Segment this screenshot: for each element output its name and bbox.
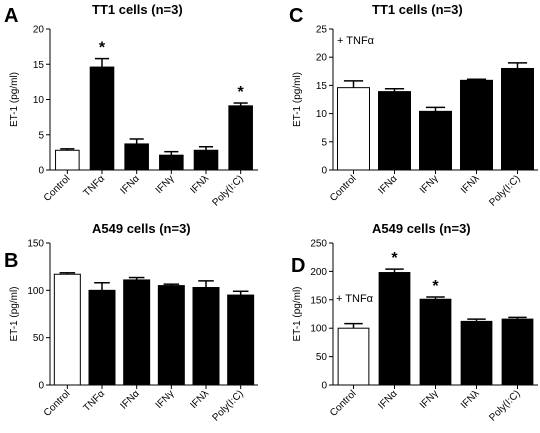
panel-b: B A549 cells (n=3) 0 50 100 150 ET-1 (pg/ml) Co… [4,221,258,424]
bar [460,79,493,171]
category-label: Control [42,388,73,419]
category-label: TNFα [81,173,107,199]
panel-letter: A [4,5,18,27]
category-label: IFNγ [418,173,441,196]
bar [55,149,80,171]
y-tick-label: 100 [310,324,327,335]
bar [88,289,116,386]
bar [123,279,151,386]
y-tick-label: 20 [33,25,45,36]
panel-title: A549 cells (n=3) [92,221,191,236]
bar [501,318,534,386]
category-label: Poly(I:C) [210,173,245,208]
y-tick-label: 5 [38,130,44,141]
y-axis-label: ET-1 (pg/ml) [9,286,20,341]
bar [53,273,81,386]
category-label: IFNα [119,173,142,196]
panel-title: TT1 cells (n=3) [372,2,463,17]
y-tick-label: 50 [316,352,328,363]
category-label: IFNγ [154,173,177,196]
y-tick-label: 10 [33,95,45,106]
category-label: IFNα [376,173,399,196]
significance-marker: * [391,250,398,267]
panel-letter: C [289,5,303,27]
bar [157,285,185,386]
y-axis-label: ET-1 (pg/ml) [292,286,303,341]
y-tick-label: 150 [310,295,327,306]
treatment-annotation: + TNFα [337,35,375,47]
bar [159,154,184,171]
y-tick-label: 150 [27,239,44,250]
y-tick-label: 5 [321,137,327,148]
panel-c: C TT1 cells (n=3) + TNFα 0 5 10 15 20 25 ET-1 (pg… [289,2,538,209]
y-tick-label: 0 [38,381,44,392]
y-axis-label: ET-1 (pg/ml) [292,72,303,127]
significance-marker: * [99,40,106,57]
y-tick-label: 20 [316,53,328,64]
category-label: IFNλ [188,173,211,196]
bar [501,67,534,171]
panel-title: A549 cells (n=3) [372,221,471,236]
y-tick-label: 10 [316,109,328,120]
y-tick-label: 50 [33,333,45,344]
category-label: Poly(I:C) [487,173,522,208]
category-label: IFNγ [154,388,177,411]
panel-a: A TT1 cells (n=3) 0 5 10 15 20 ET-1 (pg/ml) Cont… [4,2,258,209]
bar [192,286,220,386]
bar [193,149,219,171]
bar [89,66,115,171]
y-tick-label: 0 [321,166,327,177]
y-tick-label: 0 [321,381,327,392]
bar [419,298,452,386]
bar [227,294,255,386]
panel-title: TT1 cells (n=3) [92,2,183,17]
y-tick-label: 0 [38,166,44,177]
y-axis-label: ET-1 (pg/ml) [9,72,20,127]
category-label: IFNλ [459,388,482,411]
bar [337,327,370,386]
y-tick-label: 100 [27,286,44,297]
bar [228,105,253,171]
bar [124,143,149,171]
category-label: IFNγ [418,388,441,411]
category-label: IFNα [119,388,142,411]
bar [378,272,411,386]
panel-letter: D [291,255,305,277]
category-label: IFNα [376,388,399,411]
category-label: Control [328,388,359,419]
category-label: Control [328,173,359,204]
category-label: IFNλ [459,173,482,196]
panel-letter: B [4,250,18,272]
bar [460,320,493,386]
y-tick-label: 200 [310,267,327,278]
y-tick-label: 25 [316,25,328,36]
category-label: Poly(I:C) [487,388,522,423]
bar [419,110,452,171]
treatment-annotation: + TNFα [336,293,374,305]
category-label: Poly(I:C) [210,388,245,423]
category-label: TNFα [81,388,107,414]
y-tick-label: 15 [33,60,45,71]
category-label: IFNλ [188,388,211,411]
y-tick-label: 250 [310,239,327,250]
significance-marker: * [432,278,439,295]
bar [378,91,411,171]
category-label: Control [42,173,73,204]
significance-marker: * [238,84,245,101]
panel-d: D A549 cells (n=3) + TNFα 0 50 100 150 200 250 ET… [291,221,538,424]
y-tick-label: 15 [316,81,328,92]
bar [337,87,370,171]
